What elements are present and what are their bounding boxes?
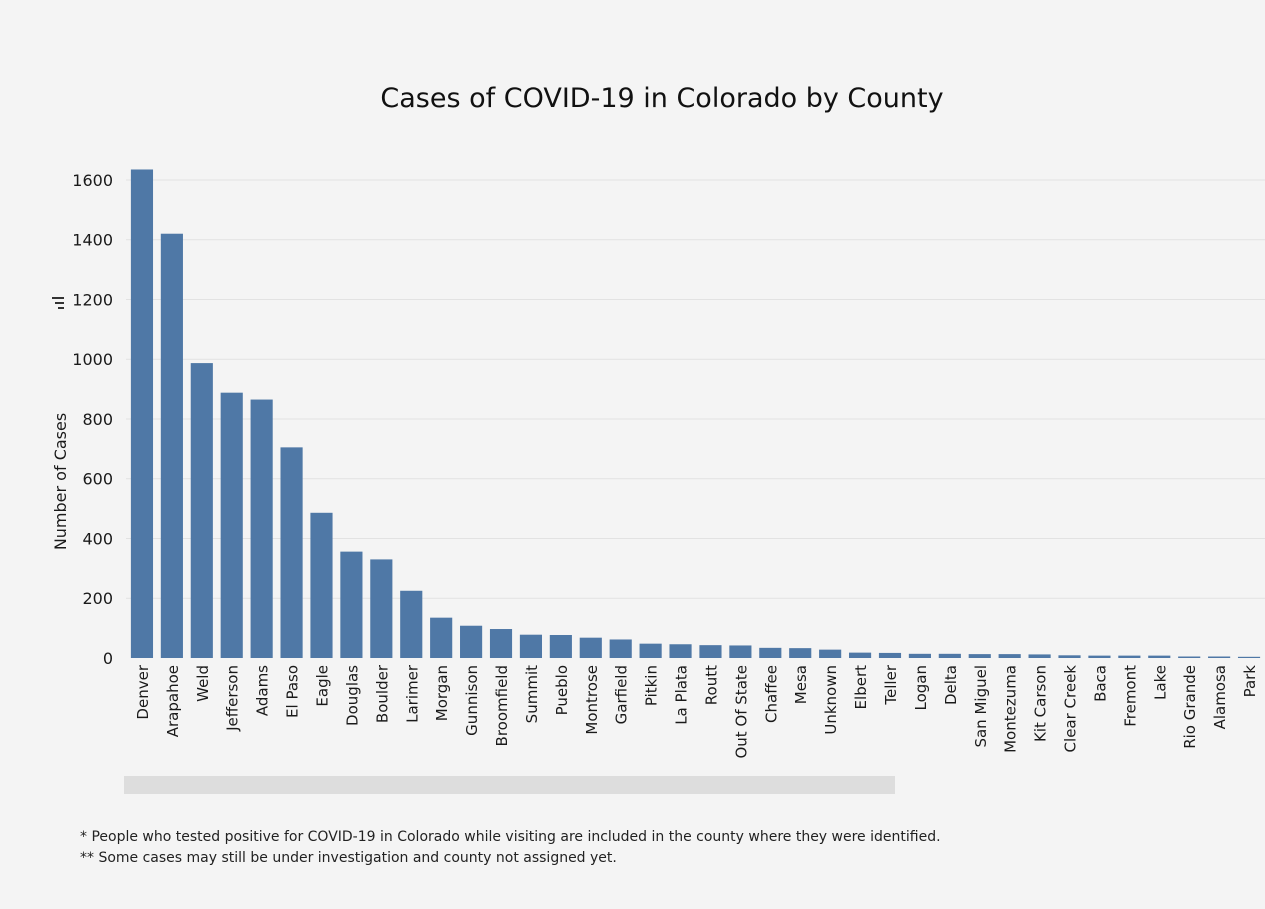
x-tick-label: Chaffee [762,665,780,723]
footnotes: * People who tested positive for COVID-1… [80,827,941,869]
x-tick-label: Fremont [1121,665,1139,727]
bar [938,653,961,658]
y-tick-label: 1000 [72,350,113,369]
y-tick-label: 400 [82,529,113,548]
bar [759,647,782,658]
x-tick-label: Broomfield [493,665,511,746]
x-tick-label: Larimer [403,664,421,723]
x-tick-label: Eagle [313,665,331,707]
x-tick-label: San Miguel [972,665,990,748]
x-tick-label: Jefferson [224,665,242,732]
x-tick-label: Routt [702,665,720,705]
x-tick-label: Unknown [822,665,840,735]
x-tick-label: Kit Carson [1032,665,1050,742]
x-tick-label: Douglas [343,665,361,726]
bar [1148,655,1171,658]
y-tick-label: 600 [82,470,113,489]
bar [1058,655,1081,658]
bar [220,392,243,658]
x-tick-label: Teller [882,664,900,705]
bar [729,645,752,658]
x-tick-label: Boulder [373,664,391,723]
x-tick-label: Out Of State [732,665,750,759]
bar [908,653,931,658]
bar [639,643,662,658]
bar [1208,656,1231,658]
x-tick-label: Mesa [792,665,810,704]
bar [489,629,513,658]
bar [878,652,902,658]
bar [789,648,812,658]
x-tick-label: Lake [1151,665,1169,700]
x-tick-label: Alamosa [1211,665,1229,729]
bar [1237,656,1261,658]
x-tick-label: Adams [254,665,272,716]
bar [340,551,363,658]
bar [250,399,273,658]
x-tick-label: Delta [942,665,960,705]
x-tick-label: Baca [1091,665,1109,702]
x-tick-label: Park [1241,665,1259,698]
bar [519,634,543,658]
x-tick-label: Logan [912,665,930,711]
x-tick-label: Morgan [433,665,451,721]
bar [1028,654,1051,658]
x-tick-label: La Plata [673,665,691,725]
x-tick-label: Garfield [613,665,631,724]
bar [280,447,303,658]
y-axis-label: Number of Cases [51,413,70,550]
x-tick-label: Pueblo [553,665,571,715]
bar [430,617,453,658]
y-tick-label: 1400 [72,231,113,250]
bar [1178,656,1201,658]
bar [130,169,154,658]
x-tick-label: Pitkin [643,665,661,706]
bar [549,634,572,658]
x-tick-label: Clear Creek [1062,665,1080,753]
x-tick-label: Weld [194,665,212,702]
bar [968,654,991,658]
y-tick-label: 0 [103,649,113,668]
filter-icon[interactable] [52,296,64,310]
bar [669,644,692,658]
bar [699,645,722,658]
x-tick-label: Rio Grande [1181,665,1199,749]
bar [190,363,213,658]
bar [848,652,872,658]
bar [370,559,393,658]
footnote-investigation: ** Some cases may still be under investi… [80,850,617,866]
x-tick-label: Denver [134,664,152,719]
x-tick-label: Montezuma [1002,665,1020,753]
x-tick-label: El Paso [284,665,302,718]
bar [160,233,183,659]
x-tick-label: Montrose [583,665,601,735]
horizontal-scrollbar[interactable] [124,776,895,794]
bar [609,639,632,658]
x-tick-label: Gunnison [463,665,481,736]
bar [579,637,602,658]
y-tick-label: 800 [82,410,113,429]
x-tick-label: Summit [523,665,541,723]
bar [998,654,1021,658]
chart-title: Cases of COVID-19 in Colorado by County [380,83,943,114]
footnote-visitors: * People who tested positive for COVID-1… [80,829,941,845]
y-tick-label: 200 [82,589,113,608]
x-tick-label: Elbert [852,665,870,710]
bar [819,649,842,658]
x-tick-label: Arapahoe [164,665,182,737]
y-tick-label: 1600 [72,171,113,190]
bar [310,512,333,658]
bar [400,590,423,658]
bar [460,625,483,658]
bar [1088,655,1111,658]
bar [1118,655,1141,658]
y-tick-label: 1200 [72,290,113,309]
